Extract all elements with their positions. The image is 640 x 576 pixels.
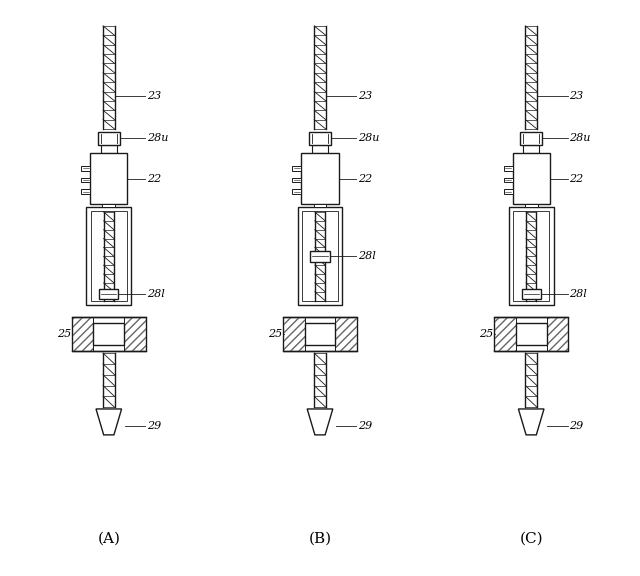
Bar	[103, 26, 115, 129]
Text: (A): (A)	[97, 532, 120, 545]
Bar	[72, 317, 146, 351]
Bar	[525, 353, 537, 407]
Text: 29: 29	[569, 421, 583, 431]
Bar	[124, 317, 146, 351]
Bar	[72, 317, 93, 351]
Bar	[335, 317, 357, 351]
Bar	[509, 207, 554, 305]
Polygon shape	[96, 409, 122, 435]
Bar	[314, 353, 326, 407]
Bar	[305, 323, 335, 345]
Bar	[283, 317, 357, 351]
Bar	[315, 212, 325, 301]
Bar	[81, 189, 90, 194]
Bar	[312, 145, 328, 153]
Bar	[99, 289, 118, 300]
Bar	[103, 353, 115, 407]
Bar	[494, 317, 516, 351]
Bar	[513, 153, 550, 204]
Text: 29: 29	[147, 421, 161, 431]
Bar	[522, 289, 541, 300]
Bar	[516, 323, 547, 345]
Bar	[314, 204, 326, 207]
Text: 25: 25	[479, 329, 493, 339]
Bar	[100, 145, 117, 153]
Bar	[301, 153, 339, 204]
Bar	[81, 166, 90, 170]
Bar	[520, 132, 542, 145]
Bar	[310, 251, 330, 262]
Text: 22: 22	[358, 173, 372, 184]
Text: 25: 25	[57, 329, 71, 339]
Bar	[335, 317, 357, 351]
Bar	[81, 177, 90, 182]
Bar	[72, 317, 93, 351]
Bar	[504, 166, 513, 170]
Bar	[547, 317, 568, 351]
Text: 28u: 28u	[358, 133, 379, 143]
Bar	[292, 189, 301, 194]
Bar	[98, 132, 120, 145]
Bar	[504, 177, 513, 182]
Bar	[526, 212, 536, 301]
Bar	[292, 177, 301, 182]
Bar	[283, 317, 305, 351]
Polygon shape	[307, 409, 333, 435]
Bar	[494, 317, 568, 351]
Bar	[525, 204, 538, 207]
Bar	[504, 189, 513, 194]
Bar	[102, 204, 115, 207]
Text: (B): (B)	[308, 532, 332, 545]
Bar	[104, 212, 114, 301]
Bar	[494, 317, 516, 351]
Text: 23: 23	[569, 91, 583, 101]
Bar	[91, 211, 127, 301]
Bar	[86, 207, 131, 305]
Text: 23: 23	[358, 91, 372, 101]
Polygon shape	[518, 409, 544, 435]
Bar	[283, 317, 305, 351]
Bar	[298, 207, 342, 305]
Text: 28l: 28l	[569, 289, 587, 299]
Bar	[302, 211, 338, 301]
Bar	[309, 132, 331, 145]
Text: 28l: 28l	[358, 251, 376, 262]
Text: 23: 23	[147, 91, 161, 101]
Bar	[90, 153, 127, 204]
Text: 28u: 28u	[147, 133, 168, 143]
Bar	[124, 317, 146, 351]
Bar	[525, 26, 537, 129]
Text: 22: 22	[569, 173, 583, 184]
Text: (C): (C)	[520, 532, 543, 545]
Text: 28l: 28l	[147, 289, 164, 299]
Text: 29: 29	[358, 421, 372, 431]
Bar	[547, 317, 568, 351]
Bar	[513, 211, 549, 301]
Text: 25: 25	[268, 329, 282, 339]
Bar	[523, 145, 540, 153]
Bar	[292, 166, 301, 170]
Bar	[314, 26, 326, 129]
Text: 22: 22	[147, 173, 161, 184]
Text: 28u: 28u	[569, 133, 590, 143]
Bar	[93, 323, 124, 345]
